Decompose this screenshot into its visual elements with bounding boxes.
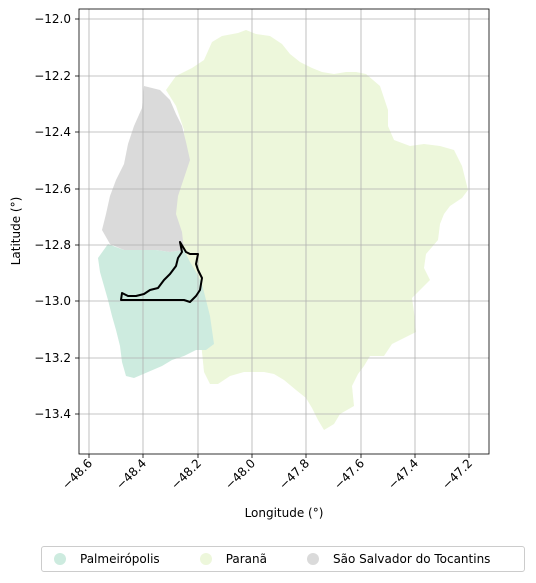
x-ticks — [88, 454, 470, 458]
legend-item-sao-salvador: São Salvador do Tocantins — [306, 552, 491, 566]
x-tick-label: −47.8 — [276, 456, 312, 492]
legend-label: São Salvador do Tocantins — [332, 552, 491, 566]
x-axis-title: Longitude (°) — [245, 506, 324, 520]
x-tick-label: −48.6 — [59, 456, 95, 492]
legend-item-parana: Paranã — [199, 552, 267, 566]
x-tick-label: −48.2 — [168, 456, 204, 492]
y-tick-label: −12.8 — [34, 238, 71, 252]
region-palmeiropolis — [98, 244, 214, 378]
y-tick-label: −13.0 — [34, 294, 71, 308]
region-parana — [166, 30, 468, 430]
legend-swatch — [199, 553, 212, 565]
x-tick-label: −47.6 — [331, 456, 367, 492]
region-sao-salvador — [102, 86, 190, 252]
y-tick-label: −12.2 — [34, 69, 71, 83]
y-tick-label: −13.4 — [34, 407, 71, 421]
y-ticks — [75, 18, 79, 415]
x-tick-label: −48.0 — [222, 456, 258, 492]
y-tick-label: −12.6 — [34, 182, 71, 196]
x-tick-label: −47.4 — [385, 456, 421, 492]
y-tick-label: −12.4 — [34, 125, 71, 139]
x-tick-label: −48.4 — [113, 456, 149, 492]
legend: Palmeirópolis Paranã São Salvador do Toc… — [41, 546, 525, 572]
grid-lines — [79, 9, 489, 454]
y-axis-title: Latitude (°) — [9, 197, 23, 266]
study-area-outline — [120, 241, 203, 303]
legend-swatch — [306, 553, 319, 565]
y-tick-label: −13.2 — [34, 351, 71, 365]
y-tick-label: −12.0 — [34, 12, 71, 26]
legend-swatch — [54, 553, 66, 565]
legend-label: Palmeirópolis — [80, 552, 160, 566]
axes-frame — [78, 8, 490, 455]
legend-item-palmeiropolis: Palmeirópolis — [54, 552, 160, 566]
legend-label: Paranã — [225, 552, 267, 566]
x-tick-label: −47.2 — [439, 456, 475, 492]
